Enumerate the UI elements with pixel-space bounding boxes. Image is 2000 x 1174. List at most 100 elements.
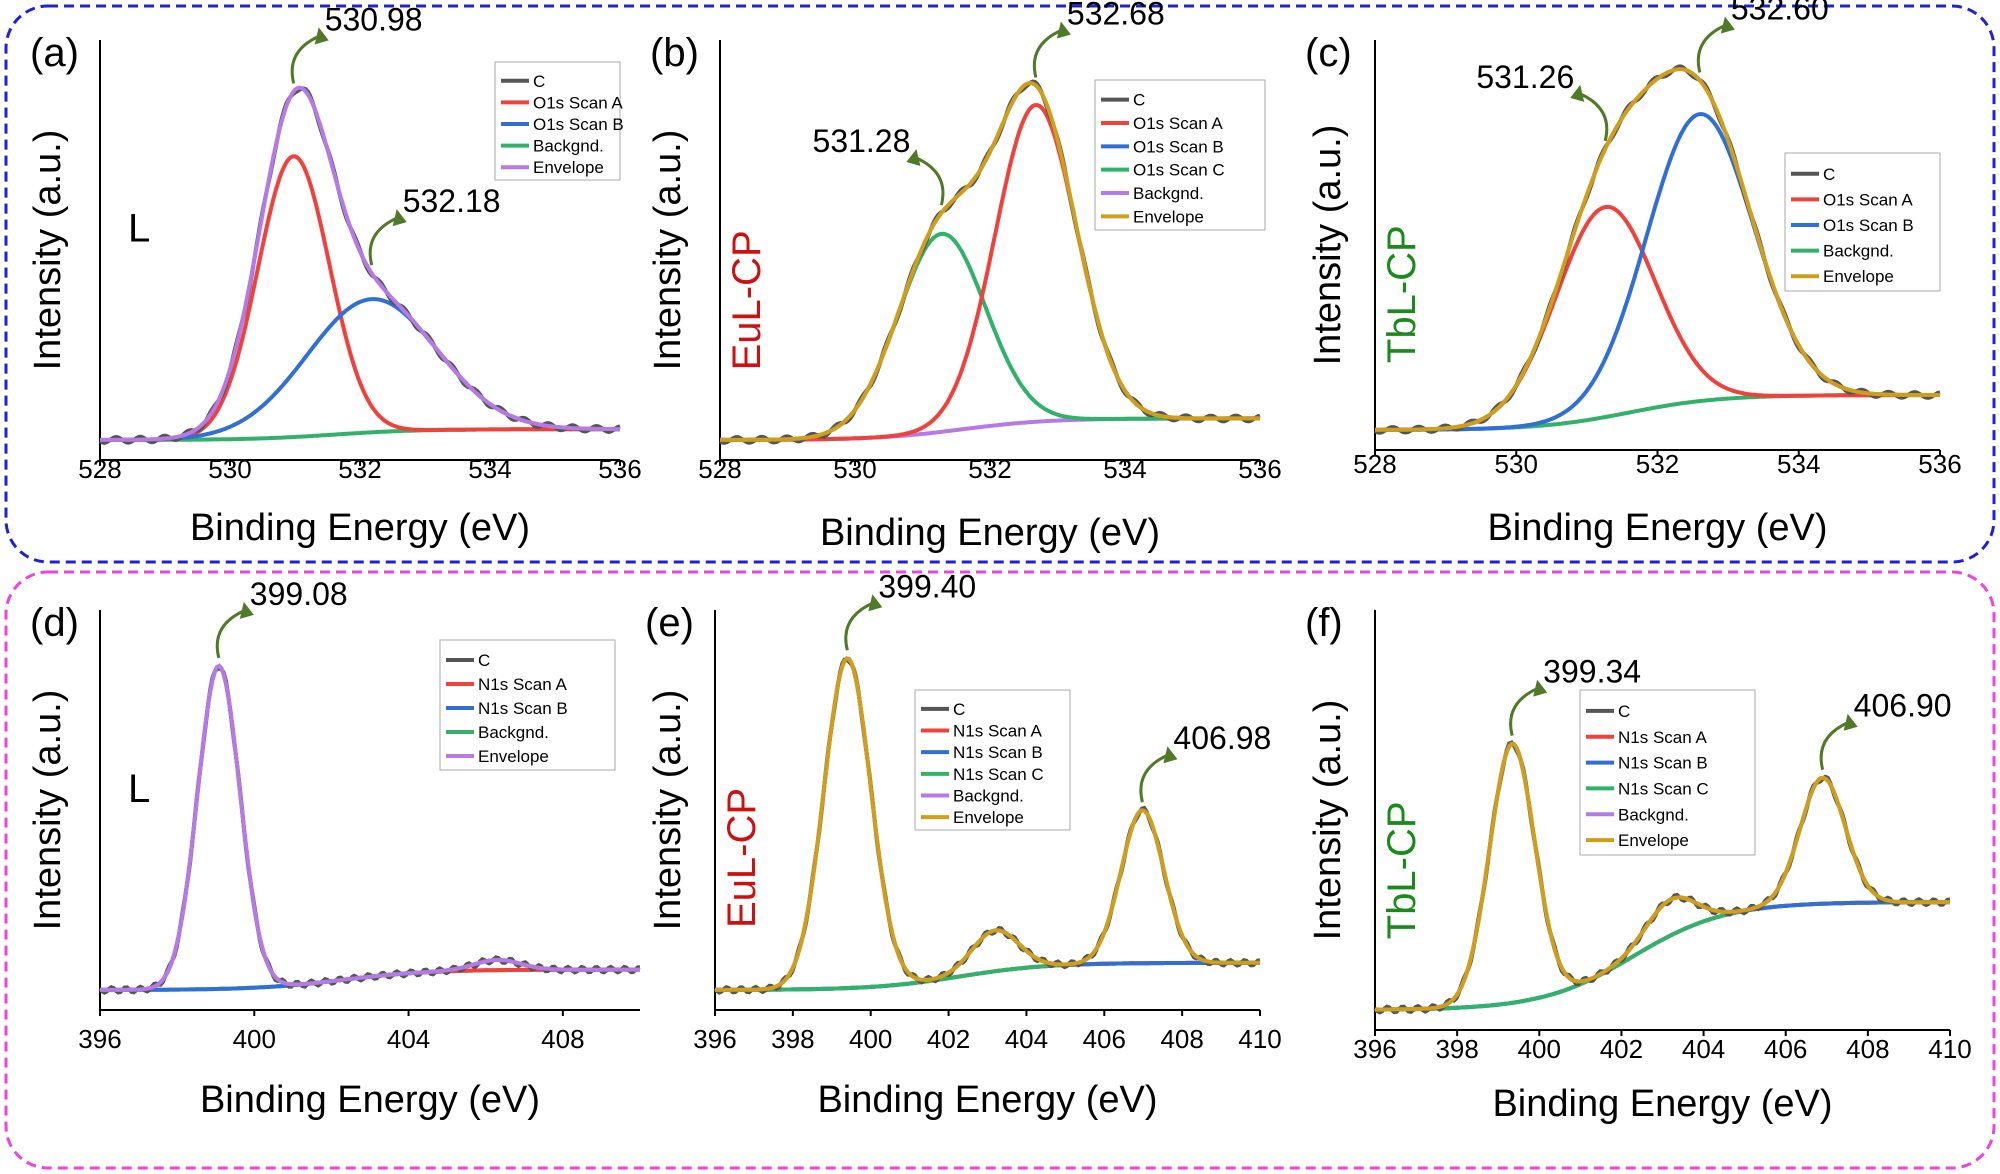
y-axis-label: Intensity (a.u.) bbox=[1307, 700, 1349, 941]
legend-entry: O1s Scan B bbox=[533, 115, 624, 134]
legend-entry: Backgnd. bbox=[1133, 184, 1204, 203]
peak-arrowhead bbox=[1720, 16, 1735, 34]
peak-arrow bbox=[215, 609, 245, 659]
legend-entry: O1s Scan A bbox=[533, 93, 623, 112]
panel-letter: (a) bbox=[30, 31, 79, 75]
panel-letter: (e) bbox=[645, 601, 694, 645]
x-tick-label: 530 bbox=[208, 454, 251, 484]
x-tick-label: 398 bbox=[1435, 1034, 1478, 1064]
legend-entry: Envelope bbox=[533, 158, 604, 177]
bottom-frame bbox=[4, 570, 1996, 1170]
peak-arrow bbox=[1139, 753, 1169, 803]
y-axis-label: Intensity (a.u.) bbox=[27, 690, 69, 931]
legend-box bbox=[1094, 79, 1266, 231]
peak-arrowhead bbox=[314, 27, 329, 45]
top-frame bbox=[4, 4, 1996, 564]
x-tick-label: 530 bbox=[833, 454, 876, 484]
legend-entry: C bbox=[953, 700, 965, 719]
x-axis-label: Binding Energy (eV) bbox=[1492, 1083, 1832, 1125]
x-tick-label: 534 bbox=[468, 454, 511, 484]
y-axis-label: Intensity (a.u.) bbox=[27, 130, 69, 371]
legend-entry: Backgnd. bbox=[533, 137, 604, 156]
sample-label: L bbox=[128, 207, 150, 251]
peak-arrowhead bbox=[868, 594, 883, 612]
legend-entry: Envelope bbox=[478, 747, 549, 766]
x-tick-label: 532 bbox=[1636, 449, 1679, 479]
legend-box bbox=[914, 689, 1071, 831]
peak-arrow bbox=[1579, 92, 1609, 142]
envelope-line bbox=[100, 663, 640, 992]
legend-entry: O1s Scan B bbox=[1823, 216, 1914, 235]
legend-entry: C bbox=[1823, 165, 1835, 184]
peak-label: 531.26 bbox=[1476, 59, 1574, 95]
x-tick-label: 400 bbox=[849, 1024, 892, 1054]
peak-arrow bbox=[368, 216, 398, 266]
x-tick-label: 404 bbox=[1005, 1024, 1048, 1054]
legend-entry: O1s Scan A bbox=[1133, 114, 1223, 133]
x-tick-label: 396 bbox=[78, 1024, 121, 1054]
legend: C O1s Scan A O1s Scan B O1s Scan C Backgnd. E… bbox=[1094, 79, 1266, 231]
legend: C O1s Scan A O1s Scan B Backgnd. Envelope bbox=[1784, 152, 1941, 292]
x-tick-label: 534 bbox=[1777, 449, 1820, 479]
legend-entry: Backgnd. bbox=[953, 787, 1024, 806]
legend: C N1s Scan A N1s Scan B Backgnd. Envelope bbox=[439, 639, 616, 771]
legend-entry: N1s Scan A bbox=[478, 675, 567, 694]
x-tick-label: 404 bbox=[1682, 1034, 1725, 1064]
x-axis-label: Binding Energy (eV) bbox=[190, 507, 530, 549]
legend-entry: N1s Scan C bbox=[953, 765, 1044, 784]
panel-c: 528 530 532 534 536 Binding Energy (eV) Intens… bbox=[1305, 0, 1962, 549]
x-tick-label: 396 bbox=[693, 1024, 736, 1054]
envelope-line bbox=[715, 656, 1260, 992]
x-tick-label: 530 bbox=[1495, 449, 1538, 479]
x-axis-label: Binding Energy (eV) bbox=[200, 1079, 540, 1121]
background-line bbox=[715, 960, 1260, 992]
x-tick-label: 400 bbox=[1518, 1034, 1561, 1064]
peak-arrowhead bbox=[1056, 21, 1071, 39]
y-axis-label: Intensity (a.u.) bbox=[647, 130, 689, 371]
x-tick-label: 536 bbox=[1918, 449, 1961, 479]
peak-arrow bbox=[290, 35, 320, 84]
x-tick-label: 528 bbox=[1353, 449, 1396, 479]
peak-arrow bbox=[915, 156, 945, 206]
panels: 528 530 532 534 536 Binding Energy (eV) Intens… bbox=[27, 0, 1972, 1125]
envelope-line bbox=[1375, 67, 1940, 432]
peak-arrowhead bbox=[392, 209, 407, 227]
x-tick-label: 408 bbox=[541, 1024, 584, 1054]
panel-letter: (b) bbox=[650, 31, 699, 75]
legend-entry: N1s Scan A bbox=[953, 722, 1042, 741]
peak-arrow bbox=[844, 601, 873, 651]
legend-entry: Backgnd. bbox=[1618, 805, 1689, 824]
panel-f: 396 398 400 402 404 406 408 410 Binding Energy (… bbox=[1305, 601, 1972, 1125]
legend-entry: Backgnd. bbox=[478, 723, 549, 742]
legend-entry: N1s Scan B bbox=[478, 699, 568, 718]
peak-arrowhead bbox=[1570, 84, 1585, 102]
x-tick-label: 528 bbox=[78, 454, 121, 484]
y-axis-label: Intensity (a.u.) bbox=[647, 690, 689, 931]
panel-letter: (c) bbox=[1305, 31, 1352, 75]
peak-arrow bbox=[1509, 687, 1538, 736]
x-tick-label: 402 bbox=[1600, 1034, 1643, 1064]
legend: C N1s Scan A N1s Scan B N1s Scan C Backgnd. E… bbox=[1579, 689, 1756, 856]
legend-entry: Envelope bbox=[1618, 831, 1689, 850]
peak-arrowhead bbox=[906, 149, 921, 167]
legend-entry: N1s Scan B bbox=[953, 743, 1043, 762]
component-line bbox=[1375, 895, 1950, 1012]
sample-label: EuL-CP bbox=[720, 788, 764, 928]
x-tick-label: 532 bbox=[968, 454, 1011, 484]
peak-label: 532.60 bbox=[1731, 0, 1829, 26]
x-tick-label: 536 bbox=[1238, 454, 1281, 484]
legend-entry: Backgnd. bbox=[1823, 242, 1894, 261]
x-tick-label: 532 bbox=[338, 454, 381, 484]
legend-entry: O1s Scan C bbox=[1133, 161, 1225, 180]
peak-arrow bbox=[1032, 29, 1062, 78]
x-tick-label: 402 bbox=[927, 1024, 970, 1054]
panel-a: 528 530 532 534 536 Binding Energy (eV) Intens… bbox=[27, 1, 642, 549]
legend-entry: N1s Scan B bbox=[1618, 754, 1708, 773]
legend-entry: O1s Scan B bbox=[1133, 137, 1224, 156]
y-axis-label: Intensity (a.u.) bbox=[1307, 125, 1349, 366]
peak-label: 532.18 bbox=[403, 183, 501, 219]
legend-entry: Envelope bbox=[1823, 267, 1894, 286]
legend-entry: C bbox=[1618, 702, 1630, 721]
x-axis-label: Binding Energy (eV) bbox=[820, 512, 1160, 554]
